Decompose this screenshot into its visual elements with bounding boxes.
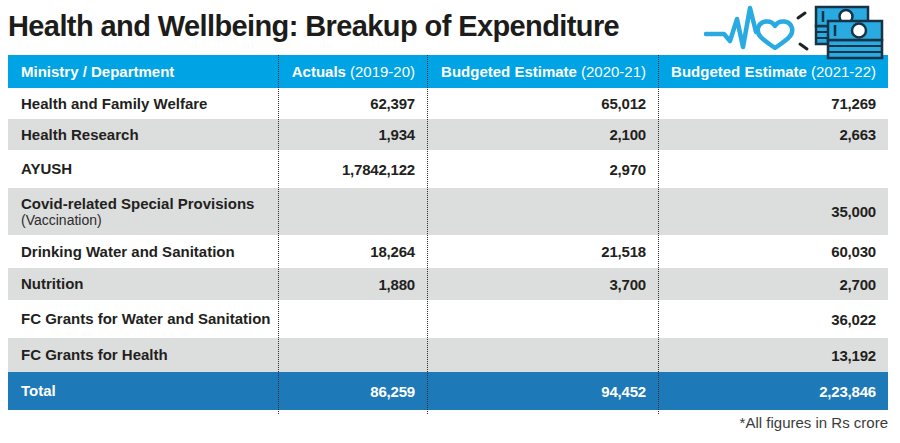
table-cell-value	[278, 188, 427, 235]
table-row: Nutrition 1,880 3,700 2,700	[8, 268, 888, 300]
table-cell-name: Total	[8, 372, 278, 410]
table-cell-name: Health and Family Welfare	[8, 88, 278, 119]
row-label: Drinking Water and Sanitation	[21, 243, 235, 260]
cell-value: 2,700	[839, 276, 876, 293]
table-cell-value: 2,700	[658, 268, 888, 300]
row-label: Covid-related Special Provisions	[21, 195, 254, 212]
row-label: FC Grants for Health	[21, 346, 168, 363]
cell-value: 1,880	[378, 276, 415, 293]
table-cell-value: 65,012	[427, 88, 658, 119]
cell-value: 18,264	[370, 243, 415, 260]
header-label: Budgeted Estimate	[671, 63, 807, 80]
cell-value: 2,663	[839, 126, 876, 143]
table-cell-value	[278, 300, 427, 338]
pulse-heart-icon	[704, 2, 886, 60]
row-label: Health Research	[21, 126, 139, 143]
table-cell-name: FC Grants for Water and Sanitation	[8, 300, 278, 338]
table-cell-value: 3,700	[427, 268, 658, 300]
table-row: Drinking Water and Sanitation 18,264 21,…	[8, 235, 888, 268]
table-row: FC Grants for Water and Sanitation 36,02…	[8, 300, 888, 338]
infographic: Health and Wellbeing: Breakup of Expendi…	[0, 0, 900, 443]
column-divider	[427, 55, 428, 414]
page-title: Health and Wellbeing: Breakup of Expendi…	[8, 10, 619, 43]
cell-value: 13,192	[831, 347, 876, 364]
cell-value: 2,100	[609, 126, 646, 143]
table-cell-value: 13,192	[658, 338, 888, 372]
table-cell-name: AYUSH	[8, 150, 278, 188]
table-row: Covid-related Special Provisions (Vaccin…	[8, 188, 888, 235]
table-cell-name: Drinking Water and Sanitation	[8, 235, 278, 268]
total-label: Total	[21, 382, 56, 399]
table-cell-value: 1,7842,122	[278, 150, 427, 188]
footnote: *All figures in Rs crore	[740, 414, 888, 431]
table-row: Health Research 1,934 2,100 2,663	[8, 119, 888, 150]
cell-value: 35,000	[831, 203, 876, 220]
cell-value: 2,23,846	[819, 383, 876, 400]
table-cell-value: 35,000	[658, 188, 888, 235]
sparkle-dashes	[798, 13, 807, 49]
table-cell-value: 36,022	[658, 300, 888, 338]
cell-value: 65,012	[601, 95, 646, 112]
row-label: Nutrition	[21, 275, 83, 292]
money-stack-icon	[816, 7, 882, 58]
cell-value: 2,970	[609, 161, 646, 178]
table-cell-value: 62,397	[278, 88, 427, 119]
table-cell-value: 94,452	[427, 372, 658, 410]
header-label: Budgeted Estimate	[441, 63, 577, 80]
header-be-2020-21: Budgeted Estimate (2020-21)	[427, 55, 658, 88]
table-cell-value	[427, 338, 658, 372]
table-cell-value: 86,259	[278, 372, 427, 410]
cell-value: 86,259	[370, 383, 415, 400]
table-cell-name: Health Research	[8, 119, 278, 150]
table-cell-value: 1,880	[278, 268, 427, 300]
table-cell-name: Covid-related Special Provisions (Vaccin…	[8, 188, 278, 235]
table-cell-value: 71,269	[658, 88, 888, 119]
header-period: (2019-20)	[350, 63, 415, 80]
table-row: FC Grants for Health 13,192	[8, 338, 888, 372]
table-cell-value: 2,970	[427, 150, 658, 188]
table-cell-value: 1,934	[278, 119, 427, 150]
header-label: Actuals	[292, 63, 346, 80]
table-cell-value	[658, 150, 888, 188]
row-label: Health and Family Welfare	[21, 95, 207, 112]
cell-value: 21,518	[601, 243, 646, 260]
table-cell-value: 2,663	[658, 119, 888, 150]
table-cell-value	[427, 300, 658, 338]
table-cell-value: 21,518	[427, 235, 658, 268]
header-period: (2020-21)	[581, 63, 646, 80]
header-actuals: Actuals (2019-20)	[278, 55, 427, 88]
header-icons	[704, 2, 886, 60]
cell-value: 3,700	[609, 276, 646, 293]
column-divider	[278, 55, 279, 414]
table-cell-value	[427, 188, 658, 235]
cell-value: 60,030	[831, 243, 876, 260]
row-sublabel: (Vaccination)	[21, 212, 102, 228]
header-period: (2021-22)	[811, 63, 876, 80]
header-ministry: Ministry / Department	[8, 55, 278, 88]
row-label: AYUSH	[21, 160, 72, 177]
table-row: AYUSH 1,7842,122 2,970	[8, 150, 888, 188]
cell-value: 1,7842,122	[342, 161, 415, 178]
table-cell-name: Nutrition	[8, 268, 278, 300]
row-label: FC Grants for Water and Sanitation	[21, 310, 270, 327]
table-cell-value: 60,030	[658, 235, 888, 268]
cell-value: 71,269	[831, 95, 876, 112]
table-row: Health and Family Welfare 62,397 65,012 …	[8, 88, 888, 119]
table-cell-value: 18,264	[278, 235, 427, 268]
table-total-row: Total 86,259 94,452 2,23,846	[8, 372, 888, 410]
header-label: Ministry / Department	[21, 63, 174, 80]
cell-value: 62,397	[370, 95, 415, 112]
column-divider	[658, 55, 659, 414]
pulse-line	[706, 8, 756, 47]
cell-value: 1,934	[378, 126, 415, 143]
table-cell-name: FC Grants for Health	[8, 338, 278, 372]
table-cell-value: 2,23,846	[658, 372, 888, 410]
cell-value: 94,452	[601, 383, 646, 400]
table-cell-value: 2,100	[427, 119, 658, 150]
table-cell-value	[278, 338, 427, 372]
cell-value: 36,022	[831, 311, 876, 328]
expenditure-table: Ministry / Department Actuals (2019-20) …	[8, 55, 888, 410]
heart-icon	[758, 21, 793, 48]
